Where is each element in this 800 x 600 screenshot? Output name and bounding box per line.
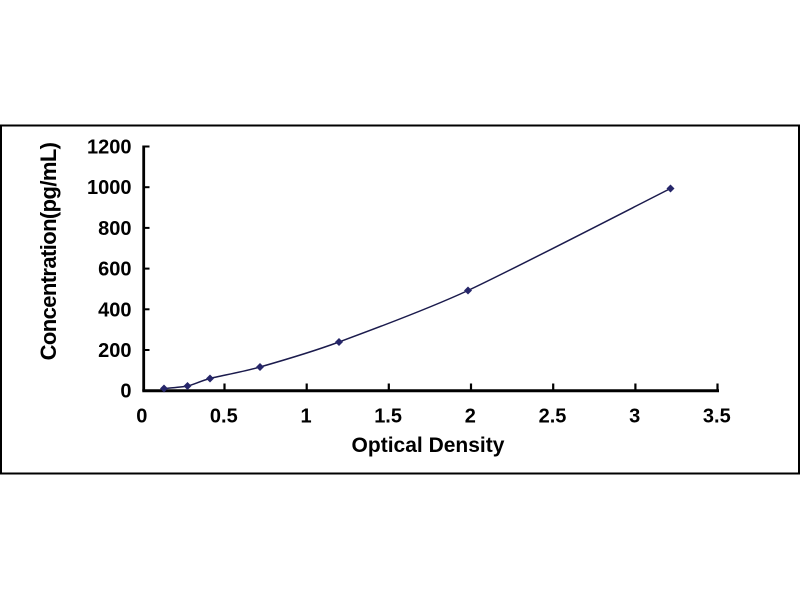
svg-text:600: 600 bbox=[98, 259, 131, 281]
svg-text:2.5: 2.5 bbox=[539, 406, 567, 428]
svg-text:1: 1 bbox=[300, 406, 311, 428]
svg-text:Concentration(pg/mL): Concentration(pg/mL) bbox=[36, 142, 61, 360]
svg-text:2: 2 bbox=[465, 406, 476, 428]
svg-text:200: 200 bbox=[98, 340, 131, 362]
svg-text:3: 3 bbox=[629, 406, 640, 428]
svg-text:3.5: 3.5 bbox=[703, 406, 731, 428]
svg-text:0: 0 bbox=[136, 406, 147, 428]
svg-text:1000: 1000 bbox=[87, 177, 132, 199]
svg-text:0.5: 0.5 bbox=[210, 406, 238, 428]
svg-text:Optical Density: Optical Density bbox=[352, 434, 505, 457]
svg-text:0: 0 bbox=[120, 381, 131, 403]
svg-text:1.5: 1.5 bbox=[374, 406, 402, 428]
svg-text:400: 400 bbox=[98, 299, 131, 321]
svg-text:1200: 1200 bbox=[87, 137, 132, 159]
svg-text:800: 800 bbox=[98, 218, 131, 240]
